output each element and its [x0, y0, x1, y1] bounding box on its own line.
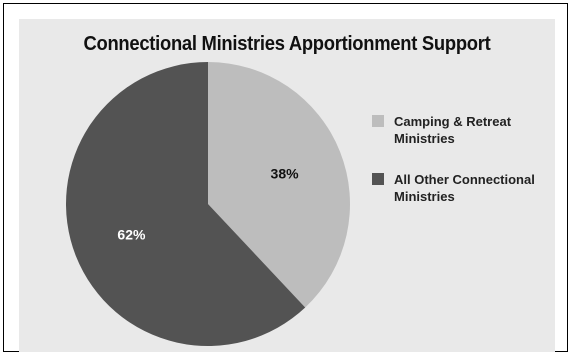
pie-slice-camping — [208, 62, 350, 308]
chart-title: Connectional Ministries Apportionment Su… — [83, 33, 491, 55]
chart-frame: Connectional Ministries Apportionment Su… — [3, 3, 568, 352]
legend-label-other: All Other Connectional Ministries — [394, 172, 535, 204]
pie-slice-other — [65, 62, 306, 346]
legend-swatch-camping — [372, 115, 384, 127]
legend: Camping & Retreat Ministries All Other C… — [372, 113, 552, 229]
legend-item-camping: Camping & Retreat Ministries — [372, 113, 552, 147]
legend-item-other: All Other Connectional Ministries — [372, 171, 552, 205]
legend-swatch-other — [372, 173, 384, 185]
data-label-camping: 38% — [271, 166, 300, 182]
pie-chart: 38% 62% — [65, 62, 350, 346]
data-label-other: 62% — [117, 226, 146, 242]
chart-panel: Connectional Ministries Apportionment Su… — [19, 19, 555, 352]
legend-label-camping: Camping & Retreat Ministries — [394, 114, 512, 146]
